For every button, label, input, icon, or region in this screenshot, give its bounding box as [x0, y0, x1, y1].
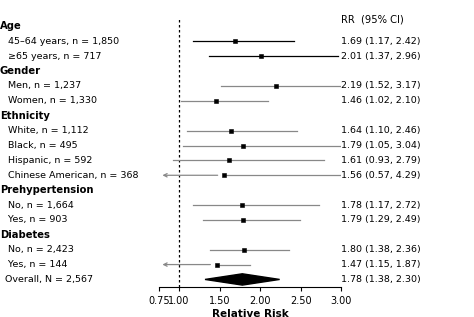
Text: Women, n = 1,330: Women, n = 1,330 [5, 96, 97, 105]
Text: 2.01 (1.37, 2.96): 2.01 (1.37, 2.96) [341, 52, 421, 61]
Text: Black, n = 495: Black, n = 495 [5, 141, 77, 150]
Text: 1.56 (0.57, 4.29): 1.56 (0.57, 4.29) [341, 171, 421, 180]
Text: ≥65 years, n = 717: ≥65 years, n = 717 [5, 52, 101, 61]
Text: Yes, n = 903: Yes, n = 903 [5, 216, 67, 224]
Text: 1.61 (0.93, 2.79): 1.61 (0.93, 2.79) [341, 156, 421, 165]
Polygon shape [205, 274, 280, 285]
Text: White, n = 1,112: White, n = 1,112 [5, 126, 88, 135]
Text: 45–64 years, n = 1,850: 45–64 years, n = 1,850 [5, 37, 119, 46]
Text: 1.47 (1.15, 1.87): 1.47 (1.15, 1.87) [341, 260, 421, 269]
Text: Overall, N = 2,567: Overall, N = 2,567 [5, 275, 93, 284]
Text: Age: Age [0, 22, 22, 31]
Text: 1.64 (1.10, 2.46): 1.64 (1.10, 2.46) [341, 126, 421, 135]
Text: 1.80 (1.38, 2.36): 1.80 (1.38, 2.36) [341, 245, 421, 254]
Text: 1.46 (1.02, 2.10): 1.46 (1.02, 2.10) [341, 96, 421, 105]
X-axis label: Relative Risk: Relative Risk [212, 309, 288, 317]
Text: Diabetes: Diabetes [0, 230, 50, 240]
Text: No, n = 2,423: No, n = 2,423 [5, 245, 73, 254]
Text: Yes, n = 144: Yes, n = 144 [5, 260, 67, 269]
Text: 1.78 (1.38, 2.30): 1.78 (1.38, 2.30) [341, 275, 421, 284]
Text: No, n = 1,664: No, n = 1,664 [5, 201, 73, 210]
Text: Prehypertension: Prehypertension [0, 185, 93, 195]
Text: 1.78 (1.17, 2.72): 1.78 (1.17, 2.72) [341, 201, 421, 210]
Text: Men, n = 1,237: Men, n = 1,237 [5, 81, 81, 90]
Text: Ethnicity: Ethnicity [0, 111, 50, 121]
Text: RR  (95% CI): RR (95% CI) [341, 15, 404, 25]
Text: 1.79 (1.29, 2.49): 1.79 (1.29, 2.49) [341, 216, 421, 224]
Text: Hispanic, n = 592: Hispanic, n = 592 [5, 156, 92, 165]
Text: 1.79 (1.05, 3.04): 1.79 (1.05, 3.04) [341, 141, 421, 150]
Text: 1.69 (1.17, 2.42): 1.69 (1.17, 2.42) [341, 37, 421, 46]
Text: Gender: Gender [0, 66, 41, 76]
Text: 2.19 (1.52, 3.17): 2.19 (1.52, 3.17) [341, 81, 421, 90]
Text: Chinese American, n = 368: Chinese American, n = 368 [5, 171, 138, 180]
